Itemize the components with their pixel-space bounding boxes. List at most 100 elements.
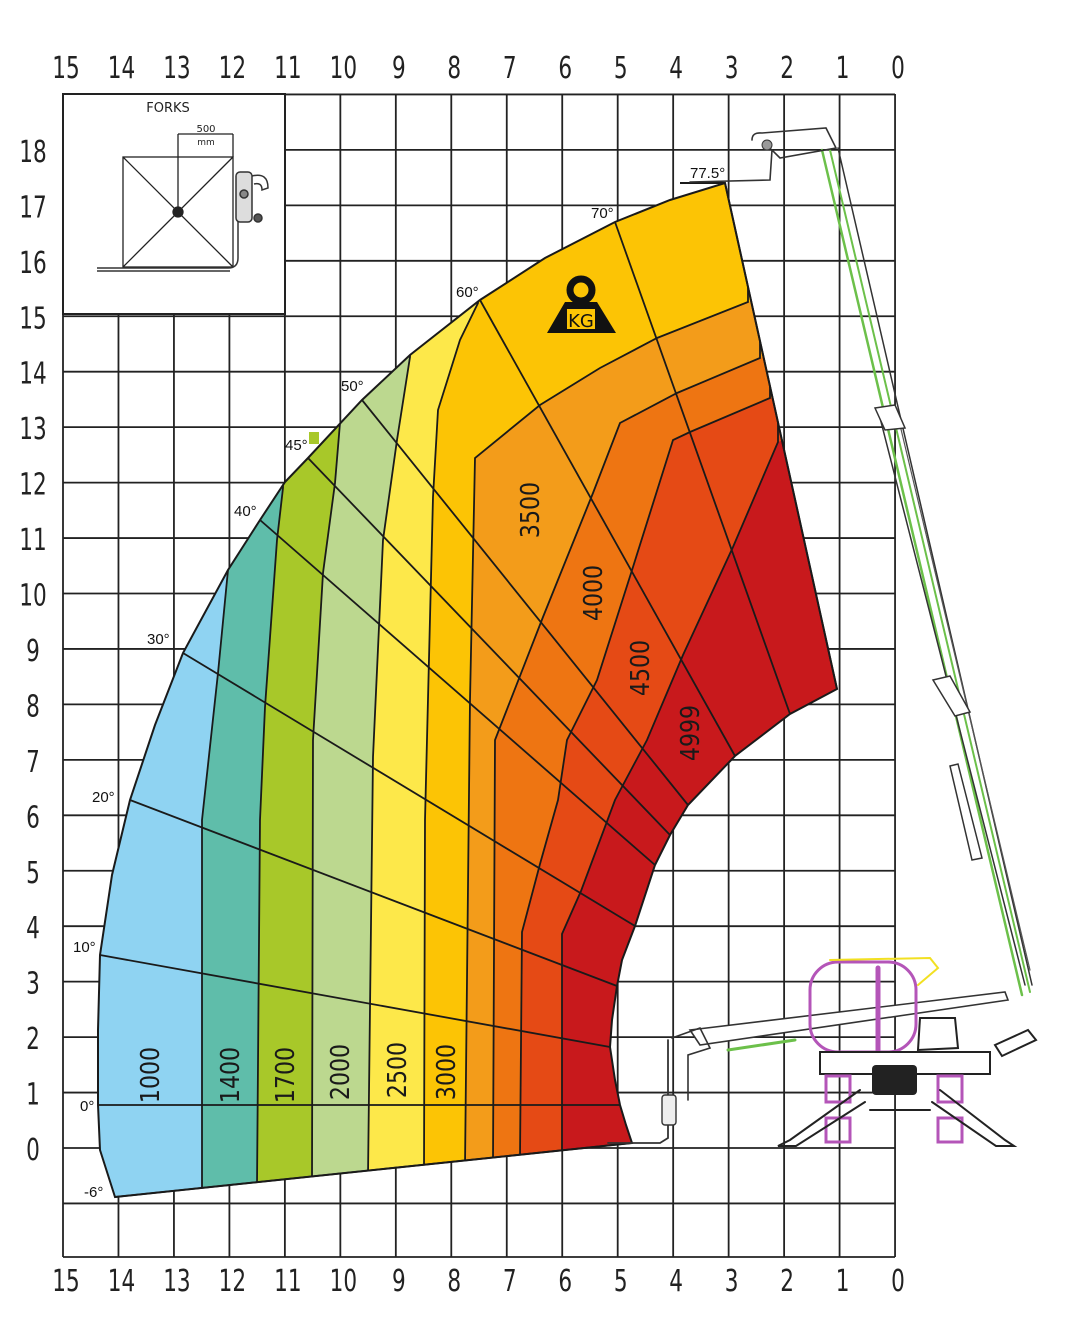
zone-capacity-label: 2500 [382, 1042, 412, 1098]
zone-capacity-label: 4999 [675, 705, 705, 761]
zone-boundary [492, 328, 761, 1163]
x-tick-label-top: 14 [108, 52, 135, 86]
y-tick-label: 12 [19, 468, 46, 502]
boom-angle-line [259, 519, 656, 866]
x-tick-label-bottom: 0 [891, 1265, 905, 1299]
y-tick-label: 5 [26, 856, 40, 890]
boom-angle-label: 30° [147, 631, 170, 648]
boom-angle-line [99, 954, 611, 1048]
zone-boundary [464, 272, 749, 1167]
y-tick-label: 16 [19, 246, 46, 280]
y-tick-label: 2 [26, 1023, 40, 1057]
boom-angle-label: 50° [341, 378, 364, 395]
x-tick-label-top: 15 [52, 52, 79, 86]
forks-inset: FORKS 500 mm [62, 93, 286, 315]
y-tick-label: 4 [26, 912, 40, 946]
y-tick-label: 14 [19, 357, 46, 391]
fork-carriage-icon [97, 171, 269, 272]
load-envelope-outline [97, 181, 839, 1199]
boom-angle-line [614, 221, 791, 715]
x-tick-label-top: 0 [891, 52, 905, 86]
y-tick-label: 7 [26, 745, 40, 779]
x-tick-label-top: 12 [219, 52, 246, 86]
zone-boundary [423, 273, 479, 1171]
x-tick-label-bottom: 8 [447, 1265, 461, 1299]
x-tick-label-top: 5 [614, 52, 628, 86]
x-tick-label-top: 2 [780, 52, 794, 86]
x-tick-label-bottom: 10 [330, 1265, 357, 1299]
zone-boundary [561, 412, 779, 1150]
x-tick-label-bottom: 11 [274, 1265, 301, 1299]
y-tick-label: 3 [26, 967, 40, 1001]
boom-angle-label: 70° [591, 205, 614, 222]
y-tick-label: 8 [26, 690, 40, 724]
chart-labels: -6° 0° 10° 20° 30° 40° 45° 50° 60° 70° 77.5° 1000 14… [73, 165, 725, 1201]
zone-boundary [519, 368, 771, 1158]
x-tick-label-top: 4 [669, 52, 683, 86]
boom-angle-label: 45° [285, 437, 308, 454]
zone-capacity-label: 2000 [325, 1044, 355, 1100]
x-tick-label-bottom: 3 [725, 1265, 739, 1299]
y-tick-label: 13 [19, 413, 46, 447]
boom-angle-label: 10° [73, 939, 96, 956]
weight-label: KG [568, 311, 594, 332]
telehandler-machine-icon [607, 127, 1038, 1147]
y-tick-label: 18 [19, 136, 46, 170]
x-tick-label-bottom: 5 [614, 1265, 628, 1299]
x-tick-label-top: 1 [836, 52, 850, 86]
zone-capacity-label: 3000 [431, 1044, 461, 1100]
y-tick-label: 0 [26, 1134, 40, 1168]
boom-angle-line [479, 299, 736, 757]
y-tick-label: 15 [19, 302, 46, 336]
x-tick-label-top: 9 [392, 52, 406, 86]
x-tick-label-top: 6 [558, 52, 572, 86]
y-tick-label: 10 [19, 579, 46, 613]
dimension-value: 500 [196, 124, 215, 135]
x-tick-label-bottom: 9 [392, 1265, 406, 1299]
x-tick-label-top: 11 [274, 52, 301, 86]
angle-45-marker [309, 432, 319, 444]
y-tick-label: 6 [26, 801, 40, 835]
forks-title: FORKS [146, 101, 190, 116]
x-tick-label-top: 7 [503, 52, 517, 86]
zone-capacity-label: 1000 [135, 1047, 165, 1103]
boom-angle-line [307, 457, 671, 836]
zone-capacity-label: 3500 [515, 482, 545, 538]
x-tick-label-bottom: 4 [669, 1265, 683, 1299]
x-tick-label-top: 13 [163, 52, 190, 86]
boom-angle-label: 60° [456, 284, 479, 301]
x-tick-label-bottom: 6 [558, 1265, 572, 1299]
y-tick-label: 1 [26, 1078, 40, 1112]
x-tick-label-top: 3 [725, 52, 739, 86]
boom-angle-line [129, 799, 618, 987]
x-tick-label-bottom: 7 [503, 1265, 517, 1299]
boom-angle-line [361, 399, 689, 806]
boom-angle-label: 0° [80, 1098, 94, 1115]
load-box-icon [122, 156, 234, 268]
boom-angle-label: 40° [234, 503, 257, 520]
x-tick-label-bottom: 12 [219, 1265, 246, 1299]
zone-capacity-label: 4500 [625, 640, 655, 696]
axis-ticks: 1515141413131212111110109988776655443322… [19, 52, 905, 1299]
weight-kg-icon: KG [547, 275, 616, 333]
x-tick-label-bottom: 2 [780, 1265, 794, 1299]
y-tick-label: 11 [19, 524, 46, 558]
x-tick-label-bottom: 13 [163, 1265, 190, 1299]
boom-angle-label: -6° [84, 1184, 103, 1201]
x-tick-label-bottom: 15 [52, 1265, 79, 1299]
x-tick-label-bottom: 14 [108, 1265, 135, 1299]
boom-angle-line [182, 652, 636, 927]
zone-capacity-label: 4000 [578, 565, 608, 621]
zone-capacity-label: 1700 [270, 1047, 300, 1103]
x-tick-label-top: 8 [447, 52, 461, 86]
chart-lines [97, 181, 839, 1199]
boom-angle-label: 77.5° [690, 165, 725, 182]
x-tick-label-top: 10 [330, 52, 357, 86]
x-tick-label-bottom: 1 [836, 1265, 850, 1299]
dimension-unit: mm [197, 138, 215, 148]
zone-capacity-label: 1400 [215, 1047, 245, 1103]
boom-angle-label: 20° [92, 789, 115, 806]
y-tick-label: 17 [19, 191, 46, 225]
y-tick-label: 9 [26, 635, 40, 669]
